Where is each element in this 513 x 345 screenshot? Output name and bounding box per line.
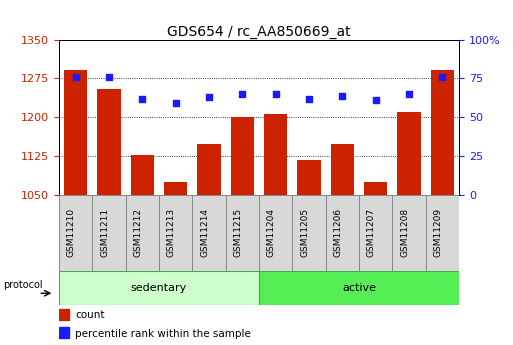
Bar: [359, 195, 392, 271]
Point: [305, 96, 313, 101]
Bar: [426, 195, 459, 271]
Point: [105, 74, 113, 80]
Text: protocol: protocol: [3, 280, 43, 289]
Point: [371, 98, 380, 103]
Bar: [392, 195, 426, 271]
Text: GSM11215: GSM11215: [233, 208, 242, 257]
Bar: [159, 195, 192, 271]
Bar: [131, 155, 154, 195]
Point: [338, 93, 346, 98]
Title: GDS654 / rc_AA850669_at: GDS654 / rc_AA850669_at: [167, 24, 351, 39]
Point: [205, 94, 213, 100]
Point: [271, 91, 280, 97]
Bar: [59, 271, 259, 305]
Bar: [259, 271, 459, 305]
Bar: [326, 195, 359, 271]
Bar: [226, 195, 259, 271]
Bar: [64, 70, 87, 195]
Bar: [431, 70, 454, 195]
Bar: [259, 195, 292, 271]
Text: active: active: [342, 283, 376, 293]
Text: GSM11214: GSM11214: [200, 208, 209, 257]
Point: [238, 91, 246, 97]
Bar: [92, 195, 126, 271]
Bar: [192, 195, 226, 271]
Point: [171, 101, 180, 106]
Bar: [298, 160, 321, 195]
Text: GSM11208: GSM11208: [400, 208, 409, 257]
Bar: [59, 309, 69, 320]
Bar: [59, 327, 69, 338]
Text: GSM11212: GSM11212: [133, 208, 143, 257]
Point: [405, 91, 413, 97]
Bar: [231, 117, 254, 195]
Text: GSM11206: GSM11206: [333, 208, 343, 257]
Text: GSM11207: GSM11207: [367, 208, 376, 257]
Point: [438, 74, 446, 80]
Text: GSM11211: GSM11211: [100, 208, 109, 257]
Bar: [331, 144, 354, 195]
Bar: [264, 114, 287, 195]
Text: GSM11213: GSM11213: [167, 208, 175, 257]
Bar: [59, 195, 92, 271]
Bar: [126, 195, 159, 271]
Point: [71, 74, 80, 80]
Text: GSM11205: GSM11205: [300, 208, 309, 257]
Bar: [292, 195, 326, 271]
Text: GSM11210: GSM11210: [67, 208, 76, 257]
Text: percentile rank within the sample: percentile rank within the sample: [75, 328, 251, 338]
Text: sedentary: sedentary: [131, 283, 187, 293]
Text: GSM11209: GSM11209: [433, 208, 442, 257]
Text: GSM11204: GSM11204: [267, 208, 276, 257]
Bar: [398, 112, 421, 195]
Bar: [198, 144, 221, 195]
Point: [138, 96, 146, 101]
Bar: [164, 182, 187, 195]
Bar: [364, 182, 387, 195]
Bar: [97, 89, 121, 195]
Text: count: count: [75, 310, 105, 321]
